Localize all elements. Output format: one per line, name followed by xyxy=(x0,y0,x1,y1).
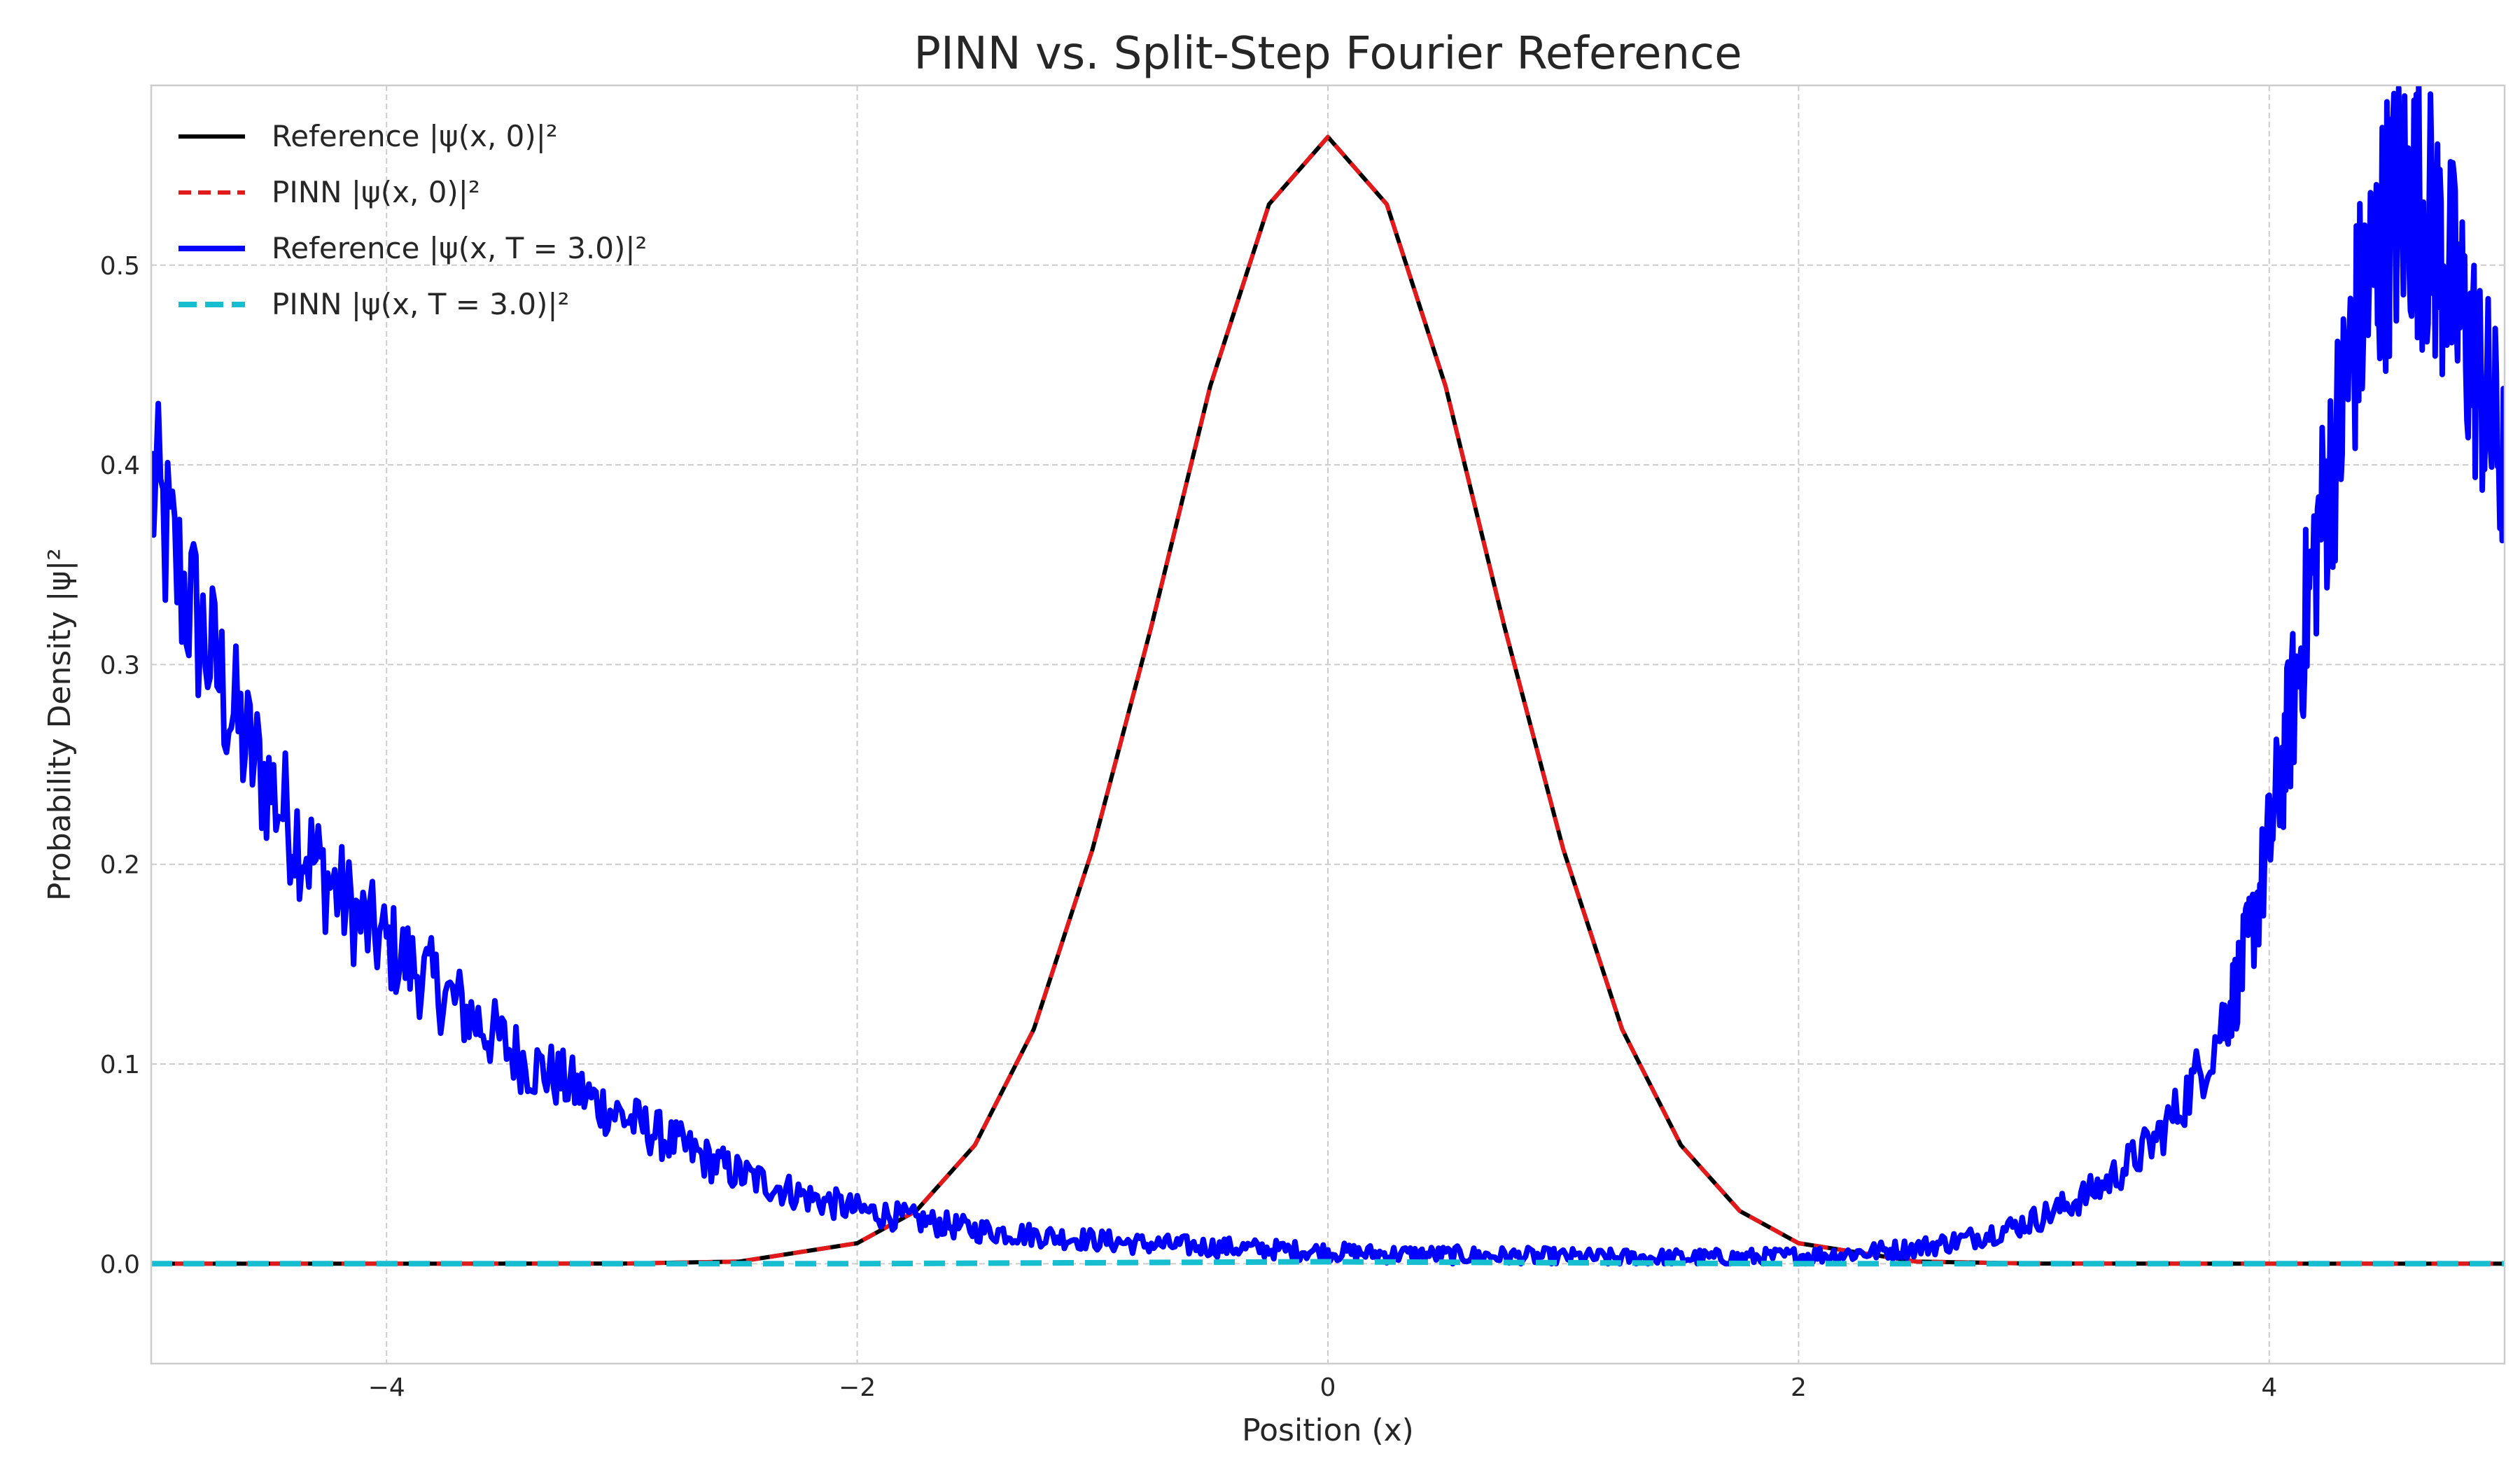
grid xyxy=(151,85,2505,1364)
series-reference-t3-line xyxy=(151,85,2505,1267)
y-tick-label: 0.1 xyxy=(100,1051,140,1079)
chart-title: PINN vs. Split-Step Fourier Reference xyxy=(913,28,1742,80)
x-tick-label: 0 xyxy=(1320,1373,1336,1402)
legend-label: Reference |ψ(x, T = 3.0)|² xyxy=(272,231,647,265)
x-tick-label: 2 xyxy=(1791,1373,1807,1402)
legend-item-reference-t3: Reference |ψ(x, T = 3.0)|² xyxy=(178,231,647,265)
legend-item-pinn-t0: PINN |ψ(x, 0)|² xyxy=(178,175,480,209)
series-pinn-t0-line xyxy=(151,134,2505,1266)
y-tick-label: 0.4 xyxy=(100,451,140,480)
y-tick-label: 0.0 xyxy=(100,1250,140,1279)
legend-item-pinn-t3: PINN |ψ(x, T = 3.0)|² xyxy=(178,287,569,321)
legend-label: Reference |ψ(x, 0)|² xyxy=(272,119,558,153)
legend-label: PINN |ψ(x, 0)|² xyxy=(272,175,480,209)
y-ticks: 0.0 0.1 0.2 0.3 0.4 0.5 xyxy=(100,252,140,1280)
x-tick-label: −2 xyxy=(839,1373,876,1402)
x-ticks: −4 −2 0 2 4 xyxy=(368,1373,2278,1402)
axes-frame xyxy=(150,84,2506,1365)
legend-label: PINN |ψ(x, T = 3.0)|² xyxy=(272,287,569,321)
y-axis-label: Probability Density |ψ|² xyxy=(42,548,78,901)
y-tick-label: 0.3 xyxy=(100,651,140,680)
x-tick-label: −4 xyxy=(368,1373,405,1402)
legend: Reference |ψ(x, 0)|² PINN |ψ(x, 0)|² Refer… xyxy=(178,119,647,321)
series-pinn-t3-line xyxy=(151,1259,2505,1267)
x-axis-label: Position (x) xyxy=(1242,1413,1414,1448)
plot-area xyxy=(151,85,2505,1267)
x-tick-label: 4 xyxy=(2261,1373,2277,1402)
y-tick-label: 0.5 xyxy=(100,252,140,281)
y-tick-label: 0.2 xyxy=(100,851,140,880)
legend-item-reference-t0: Reference |ψ(x, 0)|² xyxy=(178,119,558,153)
